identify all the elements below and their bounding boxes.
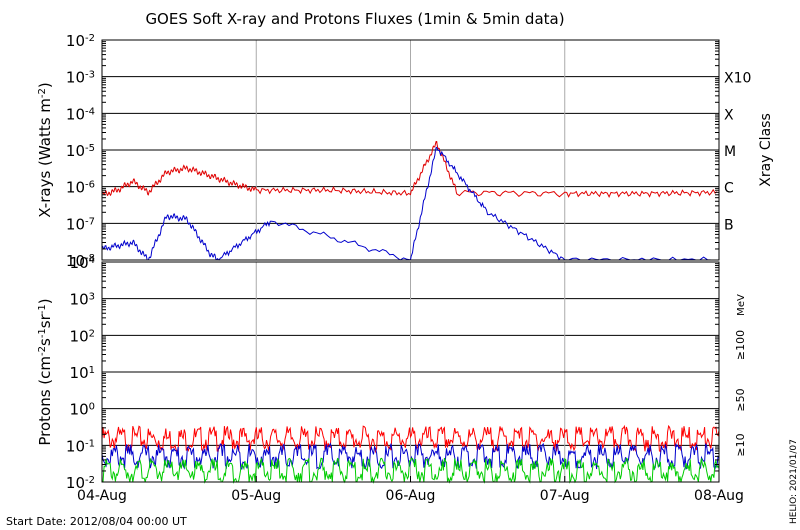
y-tick-label: 10-4 [66,105,95,123]
start-date-label: Start Date: 2012/08/04 00:00 UT [6,515,187,528]
x-tick-label: 05-Aug [231,488,281,504]
y-tick-label: 10-2 [66,474,95,492]
y-tick-exponent: -2 [85,475,95,486]
y-tick-exponent: 0 [89,401,95,412]
y-tick-label: 104 [70,254,95,272]
y-tick-base: 10 [66,69,85,87]
y-tick-exponent: -7 [85,216,95,227]
y-tick-exponent: -4 [85,106,95,117]
y-tick-exponent: -1 [85,438,95,449]
proton-series-line [101,442,720,471]
proton-gridlines [102,262,719,482]
y-tick-base: 10 [70,327,89,345]
y-tick-exponent: 3 [89,291,95,302]
chart-title: GOES Soft X-ray and Protons Fluxes (1min… [145,10,564,28]
y-tick-base: 10 [66,105,85,123]
proton-unit-label: MeV [736,294,747,316]
xray-class-label: M [724,144,736,160]
y-tick-label: 10-7 [66,215,95,233]
y-tick-label: 10-2 [66,32,95,50]
y-tick-label: 103 [70,291,95,309]
y-tick-base: 10 [66,474,85,492]
y-tick-base: 10 [70,254,89,272]
y-tick-base: 10 [66,215,85,233]
proton-legend-entry: ≥10 [734,433,747,456]
xray-frame [101,39,720,261]
y-tick-exponent: -8 [85,253,95,264]
xray-gridlines [102,40,719,260]
x-tick-label: 07-Aug [540,488,590,504]
y-tick-label: 10-8 [66,252,95,270]
xray-series-line [101,146,716,261]
y-tick-label: 10-3 [66,69,95,87]
y-tick-base: 10 [66,252,85,270]
x-tick-label: 06-Aug [386,488,436,504]
y-tick-label: 101 [70,364,95,382]
xray-series [101,141,718,261]
y-tick-base: 10 [66,142,85,160]
proton-energy-legend: MeV ≥10 ≥50 ≥100 [734,294,747,457]
y-tick-exponent: 4 [89,255,95,266]
y-tick-label: 10-1 [66,437,95,455]
y-tick-base: 10 [66,32,85,50]
y-tick-base: 10 [70,364,89,382]
y-tick-exponent: -2 [85,33,95,44]
y-tick-base: 10 [70,291,89,309]
xray-class-label: X10 [724,71,751,87]
y-tick-exponent: -5 [85,143,95,154]
proton-legend-entry: ≥50 [734,388,747,411]
y-tick-exponent: 2 [89,328,95,339]
y-tick-exponent: 1 [89,365,95,376]
y-tick-exponent: -3 [85,69,95,80]
y-tick-label: 10-6 [66,179,95,197]
xray-y-axis-label: X-rays (Watts m-2) [36,82,54,217]
y-tick-label: 10-5 [66,142,95,160]
proton-legend-entry: ≥100 [734,330,747,360]
proton-y-axis-label: Protons (cm-2s-1sr-1) [36,298,54,445]
xray-series-line [101,141,718,198]
xray-y-ticks: 10-810-710-610-510-410-310-2 [66,32,719,270]
y-tick-base: 10 [70,401,89,419]
y-tick-exponent: -6 [85,179,95,190]
xray-class-label: C [724,181,734,197]
proton-series-line [101,424,720,454]
y-tick-label: 102 [70,327,95,345]
xray-class-label: B [724,217,734,233]
x-tick-label: 08-Aug [694,488,744,504]
helio-side-note: HELIO: 2021/01/07 [789,439,799,524]
xray-class-label: X [724,107,734,123]
x-axis-tick-labels: 04-Aug 05-Aug 06-Aug 07-Aug 08-Aug [77,476,744,504]
x-tick-label: 04-Aug [77,488,127,504]
xray-class-axis-label: Xray Class [758,113,774,187]
y-tick-label: 100 [70,401,95,419]
xray-class-labels: B C M X X10 [724,71,751,234]
y-tick-base: 10 [66,179,85,197]
y-tick-base: 10 [66,437,85,455]
